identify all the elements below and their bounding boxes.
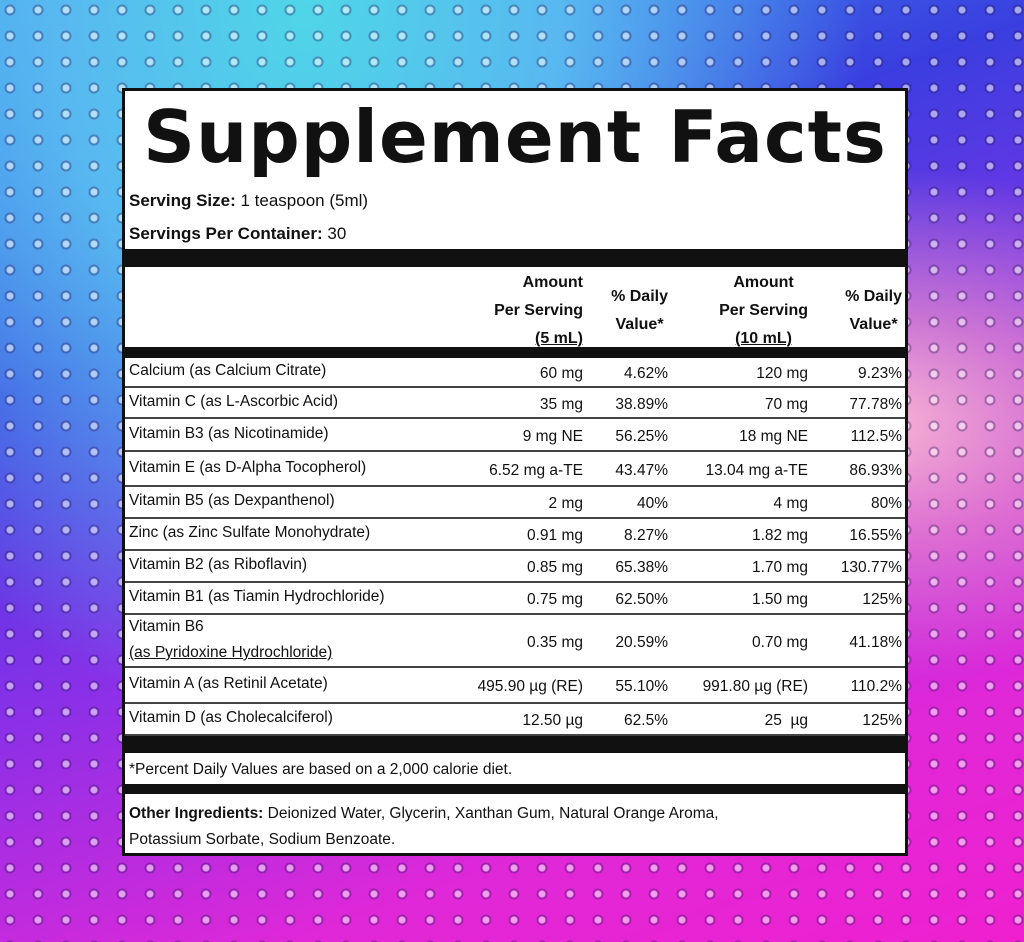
- dv-5ml: 4.62%: [624, 365, 668, 382]
- dv-10ml: 77.78%: [849, 395, 902, 413]
- amount-10ml: 70 mg: [764, 395, 808, 413]
- amount-10ml: 1.82 mg: [751, 527, 808, 544]
- table-header: Amount Per Serving (5 mL) % Daily Value* Am…: [125, 267, 905, 351]
- amount-10ml: 0.70 mg: [751, 633, 808, 651]
- header-amount-10ml: Amount Per Serving (10 mL): [719, 274, 808, 347]
- header-amount-5ml: Amount Per Serving (5 mL): [494, 274, 583, 347]
- divider-bar: [125, 249, 905, 267]
- nutrient-name: Calcium (as Calcium Citrate): [129, 362, 327, 379]
- divider-bar: [125, 784, 905, 794]
- table-row: Zinc (as Zinc Sulfate Monohydrate) 0.91 m…: [125, 519, 905, 551]
- dv-5ml: 20.59%: [615, 633, 668, 651]
- servings-value: 30: [327, 224, 347, 243]
- dv-10ml: 110.2%: [850, 678, 902, 695]
- dv-10ml: 86.93%: [849, 461, 902, 479]
- table-row: Vitamin B5 (as Dexpanthenol) 2 mg 40% 4 mg 8…: [125, 487, 905, 519]
- amount-5ml: 60 mg: [539, 365, 583, 382]
- nutrient-name: Vitamin E (as D-Alpha Tocopherol): [129, 458, 367, 476]
- nutrient-name: Vitamin A (as Retinil Acetate): [129, 675, 328, 692]
- amount-5ml: 35 mg: [539, 395, 583, 413]
- amount-5ml: 12.50 µg: [522, 712, 583, 729]
- header-dv-10ml: % Daily Value*: [845, 288, 902, 333]
- amount-5ml: 495.90 µg (RE): [477, 678, 583, 695]
- dv-10ml: 130.77%: [840, 559, 902, 576]
- amount-5ml: 0.91 mg: [526, 527, 583, 544]
- table-row: Vitamin B3 (as Nicotinamide) 9 mg NE 56.25…: [125, 419, 905, 452]
- table-row: Vitamin D (as Cholecalciferol) 12.50 µg 62…: [125, 704, 905, 736]
- dv-5ml: 43.47%: [615, 461, 668, 479]
- other-ingredients-line1: Deionized Water, Glycerin, Xanthan Gum, …: [267, 805, 719, 822]
- amount-10ml: 120 mg: [756, 365, 808, 382]
- serving-size-label: Serving Size:: [129, 191, 236, 210]
- dv-5ml: 40%: [636, 495, 668, 512]
- nutrient-name: Vitamin B2 (as Riboflavin): [129, 556, 308, 573]
- dv-10ml: 112.5%: [850, 427, 902, 445]
- table-row: Vitamin E (as D-Alpha Tocopherol) 6.52 mg…: [125, 452, 905, 487]
- serving-size-value: 1 teaspoon (5ml): [240, 191, 369, 210]
- nutrient-name: Vitamin B1 (as Tiamin Hydrochloride): [129, 588, 385, 605]
- table-row: Vitamin B6 (as Pyridoxine Hydrochloride) 0…: [125, 615, 905, 668]
- nutrient-name: Vitamin D (as Cholecalciferol): [129, 709, 333, 726]
- dv-5ml: 62.5%: [624, 712, 668, 729]
- nutrient-name: Vitamin C (as L-Ascorbic Acid): [129, 392, 339, 410]
- nutrient-name: Vitamin B6: [129, 618, 204, 635]
- header-dv-5ml: % Daily Value*: [611, 288, 668, 333]
- table-row: Vitamin B1 (as Tiamin Hydrochloride) 0.75…: [125, 583, 905, 615]
- amount-5ml: 0.85 mg: [526, 559, 583, 576]
- servings-label: Servings Per Container:: [129, 224, 323, 243]
- amount-5ml: 0.75 mg: [526, 591, 583, 608]
- table-row: Calcium (as Calcium Citrate) 60 mg 4.62% 12…: [125, 358, 905, 388]
- other-ingredients-line2: Potassium Sorbate, Sodium Benzoate.: [129, 831, 396, 848]
- nutrient-name: Zinc (as Zinc Sulfate Monohydrate): [129, 524, 371, 541]
- amount-5ml: 9 mg NE: [522, 427, 583, 445]
- divider-bar: [125, 347, 905, 358]
- nutrient-name: Vitamin B3 (as Nicotinamide): [129, 424, 329, 442]
- footnote: *Percent Daily Values are based on a 2,0…: [129, 761, 513, 778]
- dv-5ml: 38.89%: [615, 395, 668, 413]
- divider-bar: [125, 736, 905, 753]
- amount-5ml: 2 mg: [548, 495, 583, 512]
- other-ingredients: Other Ingredients: Deionized Water, Glyc…: [129, 801, 719, 853]
- dv-10ml: 80%: [870, 495, 902, 512]
- amount-10ml: 1.70 mg: [751, 559, 808, 576]
- supplement-facts-label: Supplement Facts Serving Size: 1 teaspoo…: [122, 88, 908, 856]
- amount-5ml: 6.52 mg a-TE: [489, 461, 583, 479]
- dv-5ml: 65.38%: [615, 559, 668, 576]
- dv-10ml: 125%: [862, 591, 902, 608]
- amount-10ml: 18 mg NE: [739, 427, 808, 445]
- nutrient-name: Vitamin B5 (as Dexpanthenol): [129, 492, 335, 509]
- dv-10ml: 125%: [862, 712, 902, 729]
- table-row: Vitamin A (as Retinil Acetate) 495.90 µg …: [125, 668, 905, 704]
- other-ingredients-label: Other Ingredients:: [129, 805, 264, 822]
- amount-10ml: 4 mg: [773, 495, 808, 512]
- amount-10ml: 25 µg: [764, 712, 808, 729]
- table-row: Vitamin B2 (as Riboflavin) 0.85 mg 65.38% 1…: [125, 551, 905, 583]
- amount-10ml: 13.04 mg a-TE: [705, 461, 808, 479]
- nutrient-source: (as Pyridoxine Hydrochloride): [129, 644, 333, 661]
- dv-5ml: 8.27%: [624, 527, 668, 544]
- serving-size: Serving Size: 1 teaspoon (5ml): [129, 191, 368, 211]
- dv-10ml: 41.18%: [849, 633, 902, 651]
- dv-10ml: 16.55%: [849, 527, 902, 544]
- label-title: Supplement Facts: [143, 95, 887, 179]
- dv-5ml: 55.10%: [615, 678, 668, 695]
- dv-10ml: 9.23%: [858, 365, 902, 382]
- dv-5ml: 62.50%: [615, 591, 668, 608]
- amount-10ml: 991.80 µg (RE): [702, 678, 808, 695]
- dv-5ml: 56.25%: [615, 427, 668, 445]
- amount-10ml: 1.50 mg: [751, 591, 808, 608]
- table-row: Vitamin C (as L-Ascorbic Acid) 35 mg 38.89…: [125, 388, 905, 419]
- amount-5ml: 0.35 mg: [526, 633, 583, 651]
- servings-per-container: Servings Per Container: 30: [129, 224, 346, 244]
